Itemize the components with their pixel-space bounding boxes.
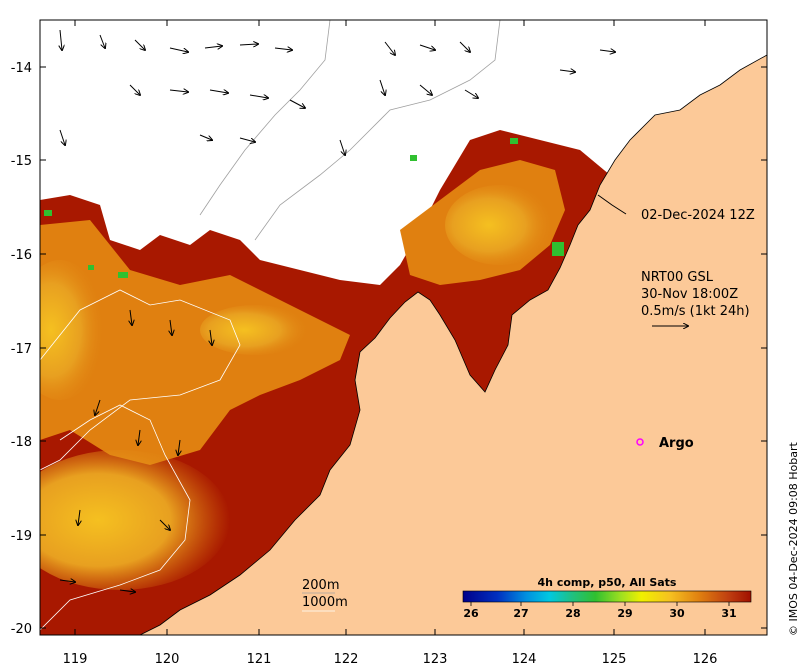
argo-float-marker: [636, 438, 644, 446]
current-time-label: 30-Nov 18:00Z: [641, 287, 738, 302]
land-mass: [139, 54, 767, 635]
colorbar-tick-label: 29: [617, 607, 632, 620]
lon-tick-label: 122: [334, 652, 359, 667]
sst-colorbar: 4h comp, p50, All Sats 26 27 28 29 30 31: [462, 576, 752, 620]
lon-tick-label: 120: [155, 652, 180, 667]
colorbar-title: 4h comp, p50, All Sats: [538, 576, 677, 589]
lon-tick-label: 121: [247, 652, 272, 667]
lon-tick-label: 124: [512, 652, 537, 667]
plot-area: [40, 20, 767, 635]
lat-tick-label: -14: [11, 61, 32, 76]
lat-tick-label: -17: [11, 342, 32, 357]
lon-tick-label: 119: [63, 652, 88, 667]
sst-warm-region: [40, 220, 350, 465]
lon-tick-label: 126: [693, 652, 718, 667]
lon-tick-label: 123: [423, 652, 448, 667]
contour-1000m-label: 1000m: [302, 595, 348, 610]
colorbar-tick-label: 31: [721, 607, 736, 620]
track-line: [597, 194, 627, 215]
contour-200m-label: 200m: [302, 578, 339, 593]
lon-tick-label: 125: [602, 652, 627, 667]
lat-tick-label: -20: [11, 622, 32, 637]
current-vectors: [60, 29, 615, 592]
credit-label: © IMOS 04-Dec-2024 09:08 Hobart: [787, 441, 800, 636]
sst-warm-pocket: [445, 185, 555, 265]
lat-tick-label: -19: [11, 529, 32, 544]
current-scale-label: 0.5m/s (1kt 24h): [641, 304, 750, 319]
sst-warm-pocket: [40, 450, 230, 590]
colorbar-tick-label: 28: [565, 607, 580, 620]
lon-tick-marks: [74, 20, 706, 635]
sst-warm-pocket: [40, 260, 105, 400]
colorbar-tick-label: 26: [463, 607, 479, 620]
colorbar-gradient: [462, 590, 752, 603]
sst-green-specks: [44, 138, 564, 278]
argo-label: Argo: [659, 436, 694, 451]
sst-warm-pocket: [200, 305, 310, 355]
current-source-label: NRT00 GSL: [641, 270, 714, 285]
lon-axis: 119 120 121 122 123 124 125 126: [63, 652, 718, 667]
lat-tick-label: -18: [11, 435, 32, 450]
lat-tick-label: -16: [11, 248, 32, 263]
track-label: 02-Dec-2024 12Z: [641, 208, 755, 223]
lat-tick-marks: [40, 66, 767, 629]
lat-axis: -14 -15 -16 -17 -18 -19 -20: [11, 61, 32, 637]
plot-frame: [39, 19, 768, 636]
bathymetry-contours: [40, 20, 501, 631]
lat-tick-label: -15: [11, 154, 32, 169]
colorbar-tick-label: 30: [669, 607, 685, 620]
colorbar-tick-label: 27: [513, 607, 528, 620]
